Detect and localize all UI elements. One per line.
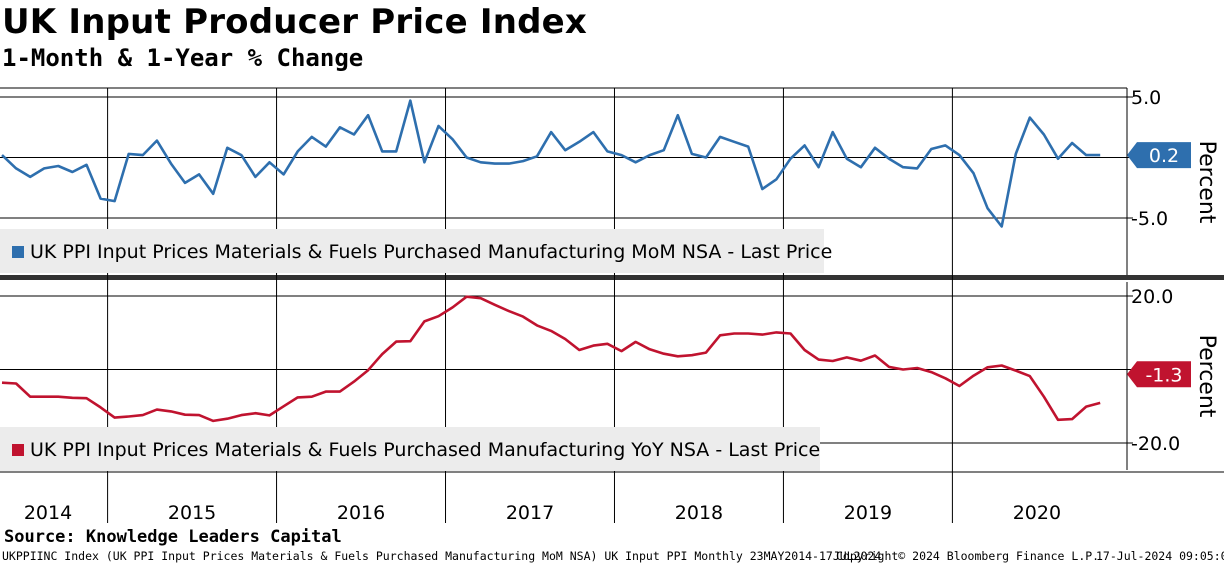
footer-timestamp: 17-Jul-2024 09:05:08 — [1096, 549, 1224, 563]
last-value-label: -1.3 — [1145, 364, 1182, 386]
axis-labels: 5.0 -5.0 Percent 0.2 20.0 -20.0 Percent -1.3 201… — [24, 87, 1219, 524]
series-line — [1, 99, 1101, 228]
x-tick-label: 2020 — [1013, 502, 1061, 524]
series-line — [1, 295, 1101, 423]
legend-box — [0, 229, 824, 273]
y-axis-title: Percent — [1194, 141, 1219, 224]
y-tick-label: -5.0 — [1131, 208, 1168, 230]
y-tick-label: 20.0 — [1131, 286, 1173, 308]
footer-copyright: Copyright© 2024 Bloomberg Finance L.P. — [836, 549, 1100, 563]
x-tick-label: 2017 — [506, 502, 554, 524]
footer-ticker: UKPPIINC Index (UK PPI Input Prices Mate… — [2, 549, 882, 563]
panel-frames — [0, 87, 1224, 473]
y-tick-label: 5.0 — [1131, 87, 1161, 109]
y-tick-label: -20.0 — [1131, 433, 1180, 455]
x-tick-label: 2018 — [675, 502, 723, 524]
legend-box — [0, 427, 820, 471]
legends: UK PPI Input Prices Materials & Fuels Pu… — [0, 229, 832, 471]
x-tick-label: 2019 — [844, 502, 892, 524]
panel-divider — [0, 275, 1224, 280]
y-axis-title: Percent — [1194, 335, 1219, 418]
legend-swatch — [12, 444, 24, 456]
last-value-tag — [1127, 361, 1191, 388]
last-value-label: 0.2 — [1149, 145, 1179, 167]
legend-label: UK PPI Input Prices Materials & Fuels Pu… — [30, 439, 820, 461]
chart-subtitle: 1-Month & 1-Year % Change — [2, 44, 364, 72]
legend-label: UK PPI Input Prices Materials & Fuels Pu… — [30, 241, 832, 263]
source-note: Source: Knowledge Leaders Capital — [4, 527, 342, 547]
series-lines — [1, 99, 1101, 423]
x-tick-label: 2015 — [168, 502, 216, 524]
x-tick-label: 2014 — [24, 502, 72, 524]
chart-title: UK Input Producer Price Index — [2, 2, 588, 42]
last-value-tag — [1127, 142, 1191, 169]
legend-swatch — [12, 246, 24, 258]
x-tick-label: 2016 — [337, 502, 385, 524]
